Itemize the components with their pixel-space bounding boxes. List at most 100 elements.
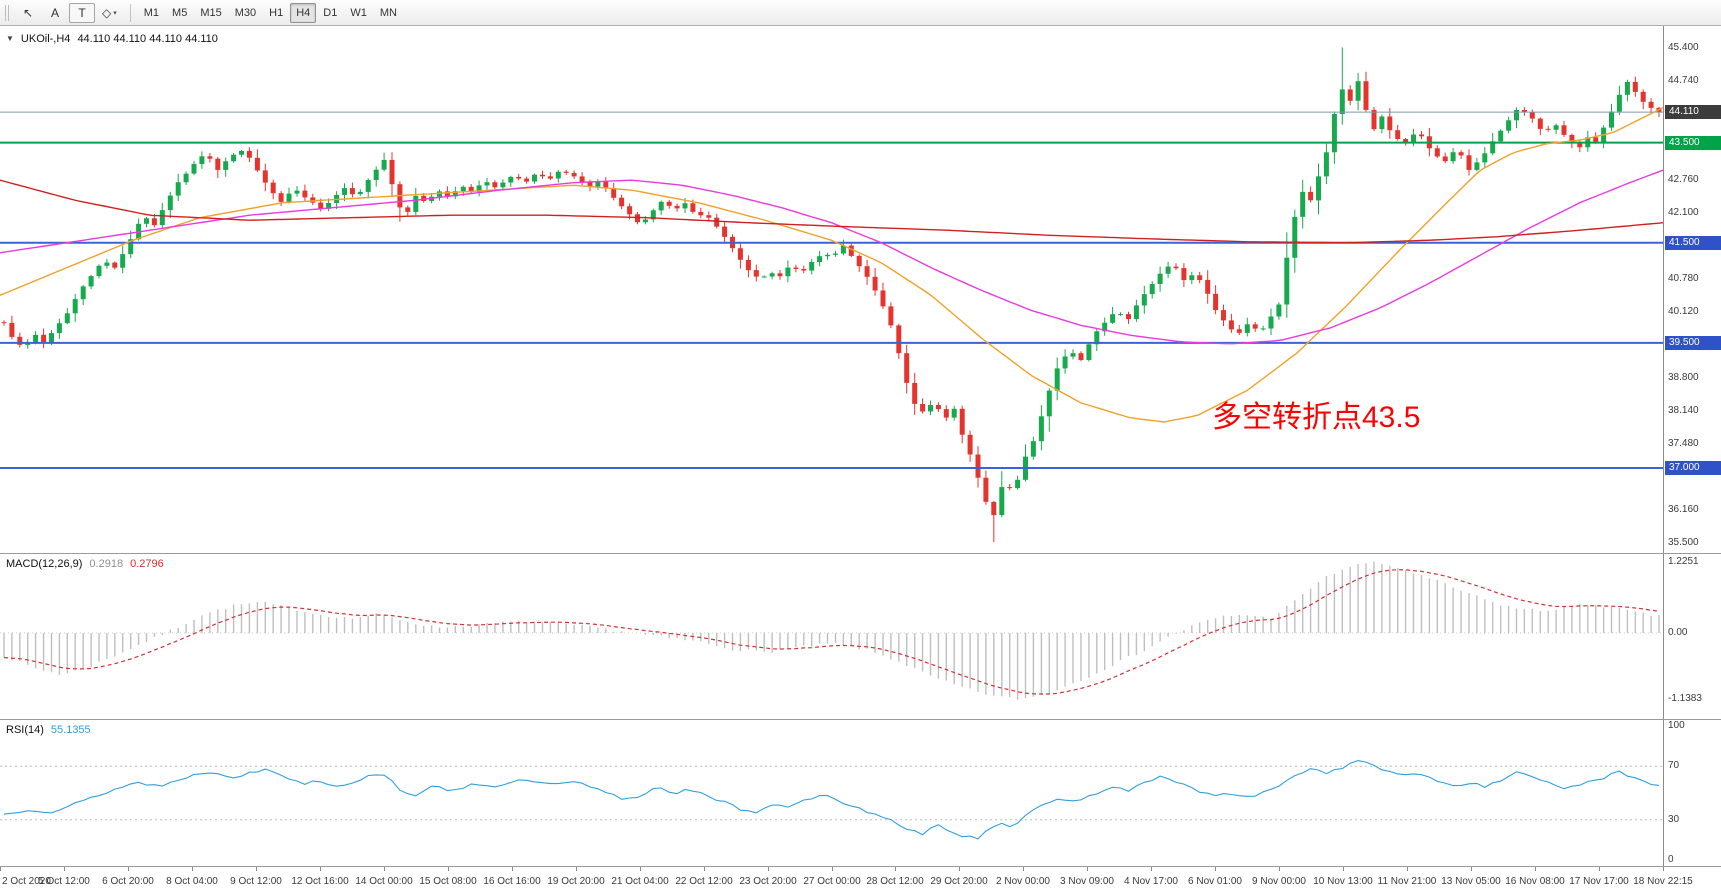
time-axis[interactable]: 2 Oct 2020 5 Oct 12:00 6 Oct 20:00 8 Oct 04… [0, 867, 1721, 895]
chart-tools-group: ↖ A T ◇ ▾ [15, 2, 123, 23]
cursor-tool-icon: ↖ [22, 5, 34, 20]
rsi-tick-label: 30 [1668, 813, 1680, 825]
time-tick [576, 867, 577, 871]
time-label: 18 Nov 22:15 [1633, 876, 1693, 887]
time-label: 28 Oct 12:00 [866, 876, 924, 887]
time-tick [1023, 867, 1024, 871]
ma-magenta [0, 169, 1663, 345]
time-axis-separator [0, 866, 1721, 867]
symbol-dropdown-icon[interactable]: ▼ [6, 34, 14, 43]
rsi-line [3, 760, 1660, 840]
time-label: 11 Nov 21:00 [1377, 876, 1437, 887]
time-label: 29 Oct 20:00 [930, 876, 988, 887]
price-tick-label: 42.760 [1668, 173, 1699, 185]
macd-signal-line [3, 569, 1660, 695]
time-label: 14 Oct 00:00 [355, 876, 413, 887]
price-tick-label: 38.800 [1668, 371, 1699, 383]
price-tick-label: 37.480 [1668, 438, 1699, 449]
toolbar: ↖ A T ◇ ▾ M1 M5 M15 M30 H1 H4 D1 W1 MN [0, 0, 1721, 26]
time-tick [1471, 867, 1472, 871]
time-tick [128, 867, 129, 871]
timeframe-button-m5[interactable]: M5 [172, 6, 188, 19]
timeframe-button-m1[interactable]: M1 [143, 6, 160, 19]
timeframe-button-mn[interactable]: MN [379, 6, 397, 19]
time-tick [64, 867, 65, 871]
time-label: 10 Nov 13:00 [1313, 876, 1373, 887]
macd-signal-value: 0.2796 [130, 558, 164, 570]
pane-resize-handle-rsi[interactable] [0, 719, 1721, 720]
timeframe-button-d1[interactable]: D1 [323, 6, 338, 19]
price-badge-37.000: 37.000 [1665, 461, 1721, 476]
timeframe-button-h4[interactable]: H4 [290, 2, 317, 23]
time-label: 13 Nov 05:00 [1441, 876, 1501, 887]
time-label: 23 Oct 20:00 [739, 876, 797, 887]
rsi-tick-label: 70 [1668, 760, 1680, 772]
time-tick [320, 867, 321, 871]
time-label: 17 Nov 17:00 [1569, 876, 1629, 887]
ma-red [0, 179, 1663, 244]
time-label: 9 Oct 12:00 [230, 876, 282, 887]
timeframe-button-w1[interactable]: W1 [350, 6, 367, 19]
time-label: 16 Oct 16:00 [483, 876, 541, 887]
drawing-tools-button[interactable]: ◇ ▾ [96, 3, 123, 23]
time-label: 27 Oct 00:00 [803, 876, 861, 887]
chart-text-annotation[interactable]: 多空转折点43.5 [1212, 401, 1421, 434]
time-tick [959, 867, 960, 871]
time-label: 6 Nov 01:00 [1188, 876, 1242, 887]
text-tool-button[interactable]: T [69, 2, 95, 23]
time-tick [1343, 867, 1344, 871]
macd-axis[interactable]: 1.2251 0.00 -1.1383 [1663, 554, 1721, 719]
time-label: 6 Oct 20:00 [102, 876, 154, 887]
macd-canvas[interactable] [0, 554, 1663, 719]
cursor-tool-button[interactable]: ↖ [15, 3, 41, 23]
price-badge-39.500: 39.500 [1665, 335, 1721, 350]
time-label: 8 Oct 04:00 [166, 876, 218, 887]
time-tick [1407, 867, 1408, 871]
time-tick [640, 867, 641, 871]
time-label: 3 Nov 09:00 [1060, 876, 1114, 887]
rsi-indicator-label: RSI(14) 55.1355 [6, 724, 91, 736]
price-tick-label: 38.140 [1668, 404, 1699, 416]
time-label: 2 Oct 2020 [2, 876, 51, 887]
time-label: 16 Nov 08:00 [1505, 876, 1565, 887]
toolbar-grip[interactable] [5, 4, 10, 21]
time-tick [1151, 867, 1152, 871]
chart-title: ▼ UKOil-,H4 44.110 44.110 44.110 44.110 [6, 33, 218, 45]
timeframe-group: M1 M5 M15 M30 H1 H4 D1 W1 MN [138, 2, 403, 23]
price-tick-label: 35.500 [1668, 537, 1699, 549]
price-axis[interactable]: 45.400 44.740 42.760 42.100 40.780 40.120 38.8… [1663, 26, 1721, 553]
price-tick-label: 40.780 [1668, 272, 1699, 284]
rsi-tick-label: 100 [1668, 720, 1685, 731]
time-tick [1087, 867, 1088, 871]
time-tick [895, 867, 896, 871]
time-tick [1215, 867, 1216, 871]
pane-resize-handle-macd[interactable] [0, 553, 1721, 554]
time-label: 9 Nov 00:00 [1252, 876, 1306, 887]
price-tick-label: 40.120 [1668, 305, 1699, 317]
price-chart-canvas[interactable] [0, 26, 1663, 553]
rsi-axis[interactable]: 100 70 30 0 [1663, 720, 1721, 866]
price-badge-44.110: 44.110 [1665, 105, 1721, 120]
rsi-name: RSI(14) [6, 724, 44, 736]
rsi-canvas[interactable] [0, 720, 1663, 866]
time-label: 5 Oct 12:00 [38, 876, 90, 887]
timeframe-button-m15[interactable]: M15 [200, 6, 222, 19]
time-tick [448, 867, 449, 871]
timeframe-button-h1[interactable]: H1 [269, 6, 284, 19]
time-tick [1535, 867, 1536, 871]
macd-tick-label: 1.2251 [1668, 555, 1699, 567]
time-tick [1663, 867, 1664, 871]
macd-name: MACD(12,26,9) [6, 558, 83, 570]
macd-main-value: 0.2918 [89, 558, 124, 570]
macd-indicator-label: MACD(12,26,9) 0.2918 0.2796 [6, 558, 164, 570]
dropdown-caret-icon: ▾ [113, 9, 117, 17]
time-label: 19 Oct 20:00 [547, 876, 605, 887]
time-tick [768, 867, 769, 871]
macd-tick-label: -1.1383 [1668, 693, 1702, 705]
time-tick [256, 867, 257, 871]
timeframe-button-m30[interactable]: M30 [234, 6, 257, 19]
drawing-tools-icon: ◇ [102, 5, 112, 20]
price-tick-label: 42.100 [1668, 206, 1699, 218]
chart-window[interactable]: 45.400 44.740 42.760 42.100 40.780 40.120 38.8… [0, 26, 1721, 895]
annotation-a-tool-button[interactable]: A [42, 3, 68, 23]
